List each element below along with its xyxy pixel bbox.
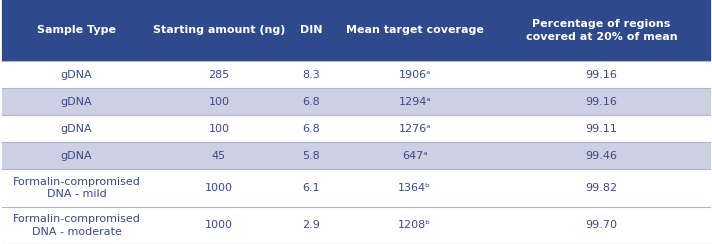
Bar <box>0 61 712 88</box>
Bar <box>491 0 712 61</box>
Text: 6.1: 6.1 <box>303 183 320 193</box>
Text: 8.3: 8.3 <box>303 70 320 80</box>
Text: 1364ᵇ: 1364ᵇ <box>398 183 431 193</box>
Text: 285: 285 <box>209 70 229 80</box>
Text: 99.70: 99.70 <box>586 220 617 230</box>
Text: 100: 100 <box>209 97 229 107</box>
Text: 6.8: 6.8 <box>303 124 320 134</box>
Text: 99.46: 99.46 <box>586 151 617 161</box>
Bar <box>0 142 712 170</box>
Text: Starting amount (ng): Starting amount (ng) <box>153 25 285 35</box>
Text: 99.82: 99.82 <box>585 183 618 193</box>
Text: Mean target coverage: Mean target coverage <box>346 25 483 35</box>
Text: 100: 100 <box>209 124 229 134</box>
Text: Formalin-compromised
DNA - mild: Formalin-compromised DNA - mild <box>13 177 140 199</box>
Text: 5.8: 5.8 <box>303 151 320 161</box>
Text: gDNA: gDNA <box>61 124 93 134</box>
Bar <box>0 0 153 61</box>
Text: 6.8: 6.8 <box>303 97 320 107</box>
Text: gDNA: gDNA <box>61 70 93 80</box>
Text: 1276ᵃ: 1276ᵃ <box>399 124 431 134</box>
Text: 2.9: 2.9 <box>303 220 320 230</box>
Text: 99.11: 99.11 <box>586 124 617 134</box>
Text: 45: 45 <box>212 151 226 161</box>
Text: 647ᵃ: 647ᵃ <box>402 151 427 161</box>
Text: Sample Type: Sample Type <box>37 25 116 35</box>
Bar <box>0 115 712 142</box>
Text: 99.16: 99.16 <box>586 70 617 80</box>
Text: gDNA: gDNA <box>61 97 93 107</box>
Text: 1000: 1000 <box>205 220 233 230</box>
Bar <box>0 170 712 207</box>
Text: 1000: 1000 <box>205 183 233 193</box>
Bar <box>0 207 712 244</box>
Bar <box>338 0 491 61</box>
Text: 99.16: 99.16 <box>586 97 617 107</box>
Text: 1294ᵃ: 1294ᵃ <box>399 97 431 107</box>
Text: Formalin-compromised
DNA - moderate: Formalin-compromised DNA - moderate <box>13 214 140 237</box>
Text: DIN: DIN <box>300 25 323 35</box>
Text: 1208ᵇ: 1208ᵇ <box>398 220 431 230</box>
Bar <box>153 0 285 61</box>
Text: gDNA: gDNA <box>61 151 93 161</box>
Text: Percentage of regions
covered at 20% of mean: Percentage of regions covered at 20% of … <box>526 19 677 42</box>
Bar <box>0 88 712 115</box>
Bar <box>285 0 338 61</box>
Text: 1906ᵃ: 1906ᵃ <box>399 70 431 80</box>
